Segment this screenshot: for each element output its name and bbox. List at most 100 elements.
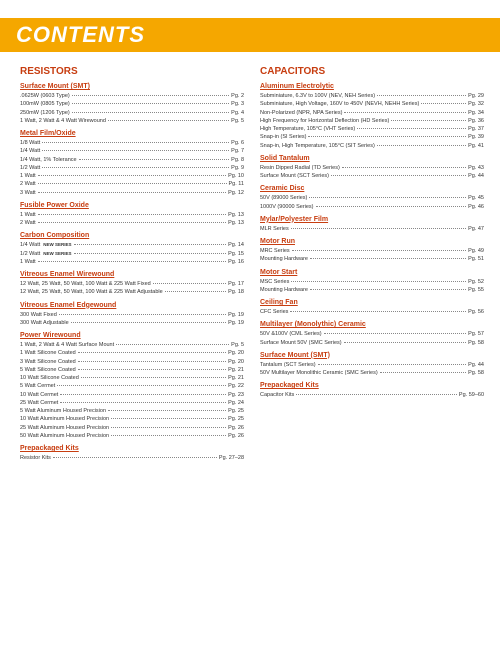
entry-label: 1 Watt, 2 Watt & 4 Watt Surface Mount [20,341,114,349]
leader-dots [421,103,466,104]
entry-page: Pg. 10 [228,172,244,180]
toc-entry: Mounting HardwarePg. 55 [260,286,484,294]
entry-label: High Frequency for Horizontal Deflection… [260,117,389,125]
entry-page: Pg. 58 [468,369,484,377]
toc-entry: 50V Multilayer Monolithic Ceramic (SMC S… [260,369,484,377]
leader-dots [331,175,466,176]
toc-entry: Non-Polarized (NPR, NPA Series)Pg. 34 [260,109,484,117]
entry-page: Pg. 19 [228,311,244,319]
toc-entry: 25 Watt CermetPg. 24 [20,399,244,407]
entry-page: Pg. 56 [468,308,484,316]
leader-dots [377,145,466,146]
entry-page: Pg. 29 [468,92,484,100]
toc-entry: Subminiature, High Voltage, 160V to 450V… [260,100,484,108]
sections-right: Aluminum Electrolytic Subminiature, 6.3V … [260,83,484,400]
toc-entry: 10 Watt Aluminum Housed PrecisionPg. 25 [20,415,244,423]
entry-page: Pg. 43 [468,164,484,172]
leader-dots [42,167,229,168]
entry-label: 50V (89000 Series) [260,194,307,202]
entry-page: Pg. 8 [231,156,244,164]
leader-dots [342,167,466,168]
entry-label: 1/4 Watt [20,241,40,249]
entry-label: Subminiature, High Voltage, 160V to 450V… [260,100,419,108]
leader-dots [111,418,226,419]
toc-entry: Subminiature, 6.3V to 100V (NEV, NEH Ser… [260,92,484,100]
new-series-badge: NEW SERIES [43,251,71,258]
leader-dots [38,192,226,193]
leader-dots [291,228,466,229]
toc-entry: 1 Watt, 2 Watt & 4 Watt Surface MountPg.… [20,341,244,349]
entry-page: Pg. 41 [468,142,484,150]
entry-label: 5 Watt Cermet [20,382,55,390]
entry-label: 1000V (90000 Series) [260,203,314,211]
entry-label: 50V &100V (CML Series) [260,330,322,338]
entry-label: 5 Watt Silicone Coated [20,366,76,374]
entry-page: Pg. 2 [231,92,244,100]
section-heading: Vitreous Enamel Edgewound [20,302,244,309]
toc-entry: 1/4 WattNEW SERIESPg. 14 [20,241,244,249]
entry-label: 3 Watt [20,189,36,197]
entry-label: Mounting Hardware [260,255,308,263]
entry-page: Pg. 47 [468,225,484,233]
leader-dots [38,175,226,176]
leader-dots [324,333,467,334]
toc-entry: 1 WattPg. 10 [20,172,244,180]
leader-dots [391,120,466,121]
leader-dots [316,206,467,207]
toc-entry: 3 Watt Pg. 12 [20,189,244,197]
entry-label: CFC Series [260,308,288,316]
entry-page: Pg. 51 [468,255,484,263]
toc-entry: 50 Watt Aluminum Housed PrecisionPg. 26 [20,432,244,440]
toc-entry: High Frequency for Horizontal Deflection… [260,117,484,125]
entry-page: Pg. 57 [468,330,484,338]
entry-label: 5 Watt Aluminum Housed Precision [20,407,106,415]
entry-page: Pg. 6 [231,139,244,147]
leader-dots [292,250,466,251]
section-heading: Aluminum Electrolytic [260,83,484,90]
entry-page: Pg. 25 [228,415,244,423]
entry-label: 2 Watt [20,219,36,227]
entry-label: Resistor Kits [20,454,51,462]
entry-label: 1 Watt [20,258,36,266]
leader-dots [72,103,229,104]
toc-entry: 300 Watt FixedPg. 19 [20,311,244,319]
entry-page: Pg. 12 [228,189,244,197]
entry-label: 12 Watt, 25 Watt, 50 Watt, 100 Watt & 22… [20,288,163,296]
entry-page: Pg. 36 [468,117,484,125]
toc-entry: 10 Watt Silicone CoatedPg. 21 [20,374,244,382]
leader-dots [81,377,226,378]
entry-label: Surface Mount 50V (SMC Series) [260,339,342,347]
toc-entry: 1/4 Watt, 1% TolerancePg. 8 [20,156,244,164]
entry-label: 3 Watt Silicone Coated [20,358,76,366]
entry-label: 10 Watt Cermet [20,391,58,399]
entry-label: 25 Watt Aluminum Housed Precision [20,424,109,432]
toc-entry: MLR SeriesPg. 47 [260,225,484,233]
section-heading: Ceramic Disc [260,185,484,192]
entry-page: Pg. 26 [228,432,244,440]
entry-label: Snap-in, High Temperature, 105°C (SIT Se… [260,142,375,150]
leader-dots [72,95,229,96]
toc-entry: Capacitor KitsPg. 59–60 [260,391,484,399]
entry-page: Pg. 49 [468,247,484,255]
entry-page: Pg. 16 [228,258,244,266]
leader-dots [78,352,226,353]
section-heading: Prepackaged Kits [20,445,244,452]
leader-dots [111,427,226,428]
toc-entry: 1000V (90000 Series)Pg. 46 [260,203,484,211]
entry-label: 1/8 Watt [20,139,40,147]
leader-dots [377,95,466,96]
toc-entry: 10 Watt CermetPg. 23 [20,391,244,399]
entry-label: 12 Watt, 25 Watt, 50 Watt, 100 Watt & 22… [20,280,151,288]
entry-label: MSC Series [260,278,289,286]
entry-page: Pg. 20 [228,358,244,366]
leader-dots [153,283,226,284]
leader-dots [59,314,226,315]
section-heading: Vitreous Enamel Wirewound [20,271,244,278]
entry-label: Mounting Hardware [260,286,308,294]
leader-dots [108,120,229,121]
toc-entry: Snap-in (SI Series)Pg. 39 [260,133,484,141]
entry-page: Pg. 37 [468,125,484,133]
toc-entry: CFC Series Pg. 56 [260,308,484,316]
toc-entry: 2 WattPg. 11 [20,180,244,188]
entry-label: 10 Watt Silicone Coated [20,374,79,382]
